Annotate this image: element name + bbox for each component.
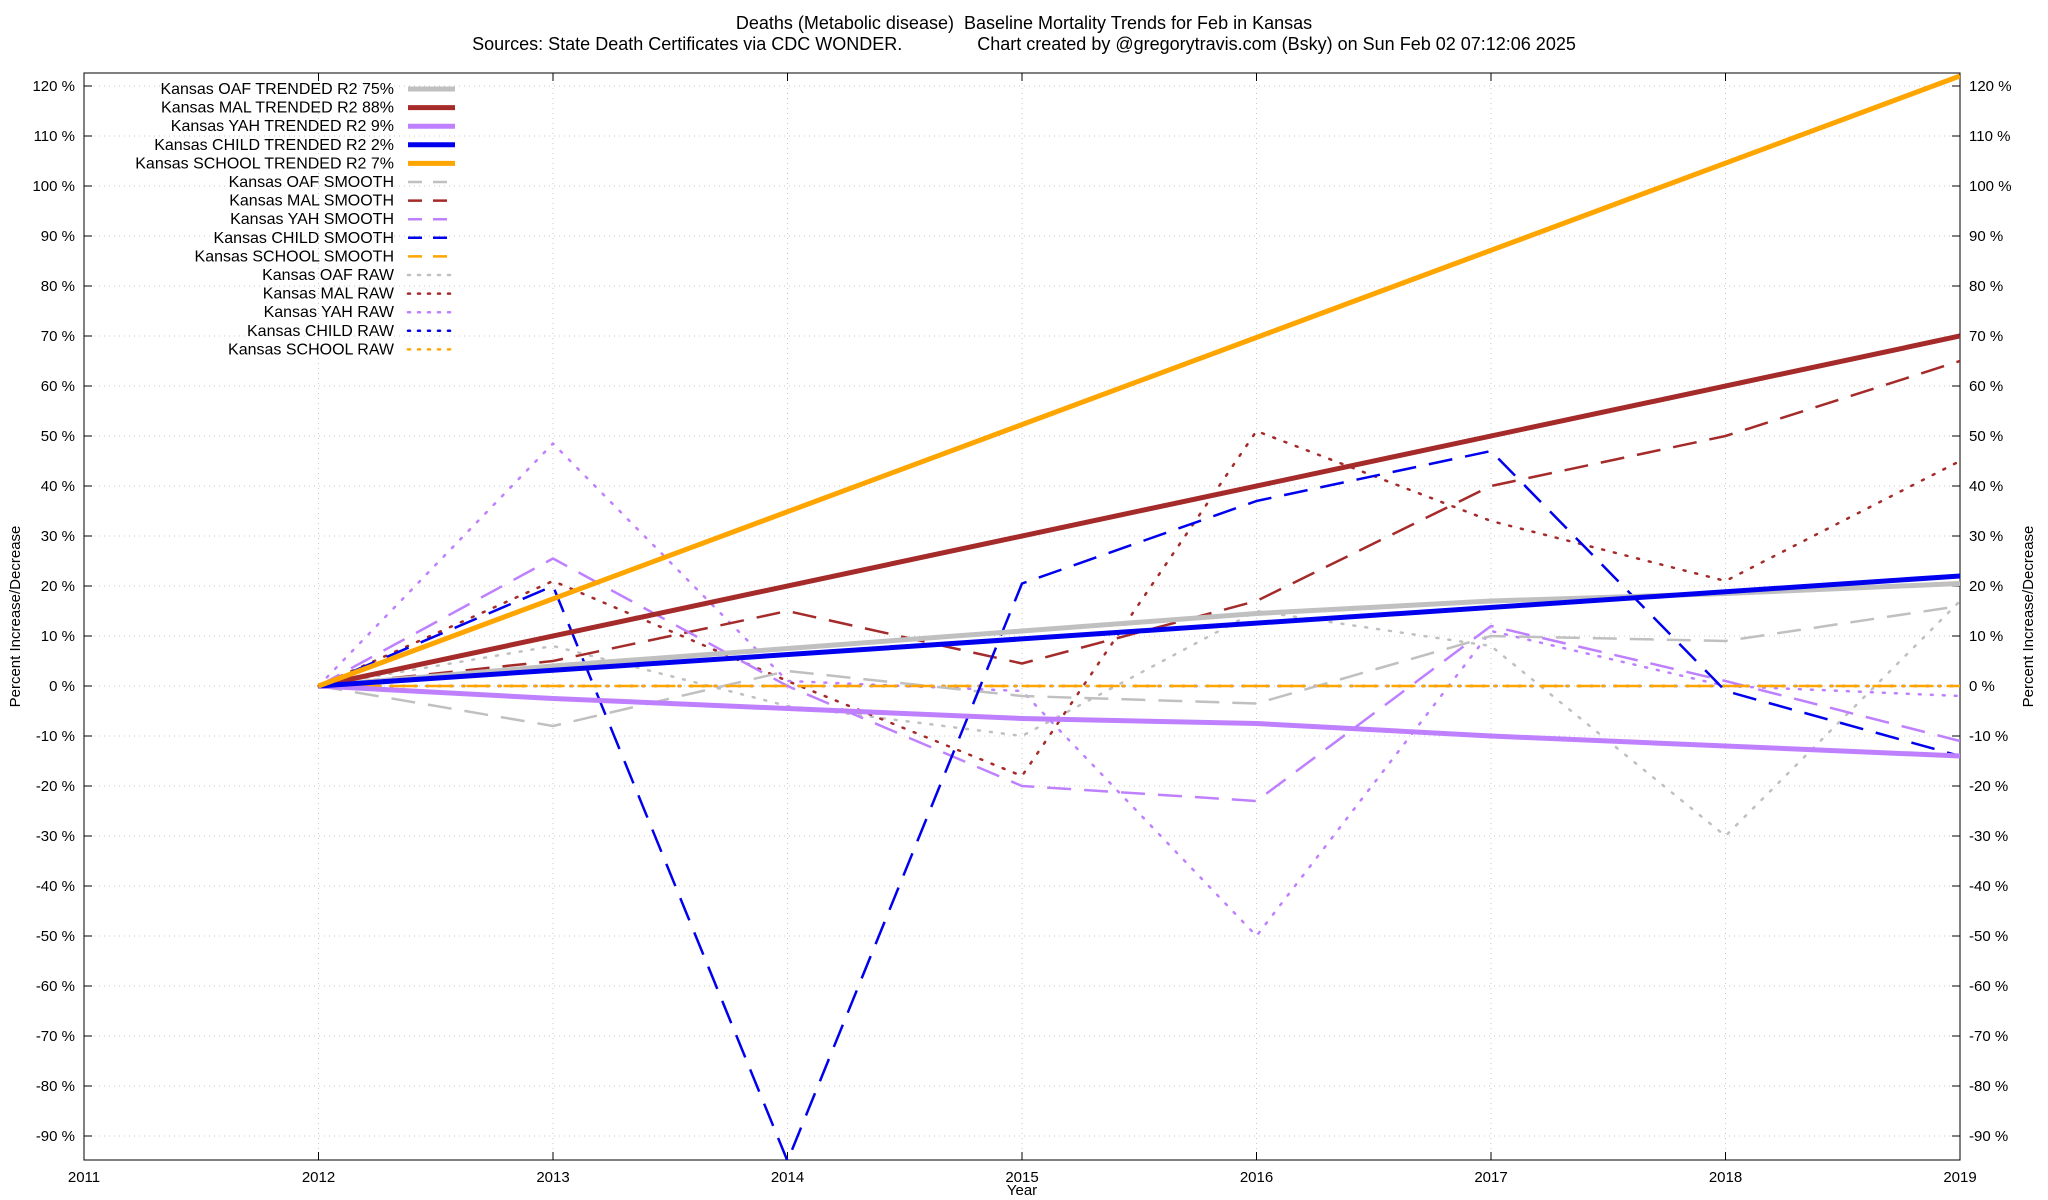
y-tick-label-left: 50 % [41,428,75,445]
y-tick-label-right: 90 % [1969,228,2003,245]
legend-label: Kansas SCHOOL TRENDED R2 7% [135,155,394,172]
y-tick-label-left: 100 % [32,178,75,195]
legend-label: Kansas OAF TRENDED R2 75% [160,81,394,98]
y-tick-label-right: 30 % [1969,528,2003,545]
series-line-4 [317,73,1960,689]
x-tick-label: 2017 [1474,1169,1507,1186]
y-tick-label-right: -10 % [1969,728,2008,745]
x-tick-label: 2018 [1709,1169,1742,1186]
y-tick-label-right: 110 % [1969,128,2010,145]
y-tick-label-right: 20 % [1969,578,2003,595]
y-tick-label-right: -30 % [1969,828,2008,845]
x-tick-label: 2016 [1240,1169,1273,1186]
y-tick-label-left: -20 % [36,778,75,795]
legend-label: Kansas CHILD RAW [247,323,395,340]
legend-label: Kansas MAL TRENDED R2 88% [161,100,394,117]
y-tick-label-right: 0 % [1969,678,1995,695]
x-tick-label: 2012 [302,1169,335,1186]
chart-subtitle: Sources: State Death Certificates via CD… [472,34,1576,54]
y-axis-label-right: Percent Increase/Decrease [2020,526,2037,708]
y-tick-label-left: -70 % [36,1028,75,1045]
y-tick-label-left: -90 % [36,1128,75,1145]
y-tick-label-left: 70 % [41,328,75,345]
legend-label: Kansas SCHOOL SMOOTH [195,248,394,265]
legend-label: Kansas CHILD SMOOTH [214,230,394,247]
series-line-1 [317,333,1960,689]
x-tick-label: 2015 [1005,1169,1038,1186]
y-tick-label-left: -40 % [36,878,75,895]
y-tick-label-right: -90 % [1969,1128,2008,1145]
series-line-3 [318,573,1960,689]
legend-label: Kansas MAL SMOOTH [229,193,394,210]
series-line-8 [318,449,1960,1160]
series-line-10 [317,599,1960,838]
y-tick-label-right: -70 % [1969,1028,2008,1045]
y-tick-label-right: 40 % [1969,478,2003,495]
y-tick-label-left: 120 % [32,78,75,95]
legend-label: Kansas YAH TRENDED R2 9% [171,118,394,135]
y-tick-label-left: 40 % [41,478,75,495]
x-tick-label: 2011 [68,1169,100,1186]
series-line-2 [318,683,1960,759]
y-tick-label-left: 30 % [41,528,75,545]
y-tick-label-left: 20 % [41,578,75,595]
legend-label: Kansas CHILD TRENDED R2 2% [154,137,394,154]
y-tick-label-right: -50 % [1969,928,2008,945]
x-tick-label: 2013 [536,1169,569,1186]
chart-title: Deaths (Metabolic disease) Baseline Mort… [735,13,1313,33]
legend-label: Kansas OAF SMOOTH [229,174,394,191]
y-tick-label-right: -20 % [1969,778,2008,795]
y-tick-label-right: 50 % [1969,428,2003,445]
y-axis-label-left: Percent Increase/Decrease [7,526,24,708]
y-tick-label-left: -30 % [36,828,75,845]
y-tick-label-left: 110 % [34,128,75,145]
y-tick-label-left: -80 % [36,1078,75,1095]
series-line-7 [317,557,1960,803]
series-line-6 [318,359,1960,688]
y-tick-label-right: -60 % [1969,978,2008,995]
y-tick-label-left: -60 % [36,978,75,995]
x-tick-label: 2014 [771,1169,804,1186]
series-line-11 [317,429,1960,778]
y-tick-label-right: 70 % [1969,328,2003,345]
legend-label: Kansas YAH RAW [264,304,395,321]
series-line-12 [317,442,1960,938]
x-axis-label: Year [1007,1182,1037,1199]
y-tick-label-right: 120 % [1969,78,2012,95]
series-line-5 [318,604,1960,728]
y-tick-label-right: 10 % [1969,628,2003,645]
y-tick-label-left: 60 % [41,378,75,395]
y-tick-label-right: 100 % [1969,178,2012,195]
y-tick-label-left: 90 % [41,228,75,245]
legend-label: Kansas OAF RAW [262,267,395,284]
x-tick-label: 2019 [1943,1169,1976,1186]
y-tick-label-left: 80 % [41,278,75,295]
y-tick-label-right: 80 % [1969,278,2003,295]
y-tick-label-right: -40 % [1969,878,2008,895]
y-tick-label-right: -80 % [1969,1078,2008,1095]
legend-label: Kansas YAH SMOOTH [230,211,394,228]
legend-label: Kansas SCHOOL RAW [228,341,395,358]
y-tick-label-left: -10 % [36,728,75,745]
y-tick-label-left: 10 % [41,628,75,645]
y-tick-label-left: 0 % [49,678,75,695]
legend-label: Kansas MAL RAW [263,286,395,303]
y-tick-label-left: -50 % [36,928,75,945]
y-tick-label-right: 60 % [1969,378,2003,395]
